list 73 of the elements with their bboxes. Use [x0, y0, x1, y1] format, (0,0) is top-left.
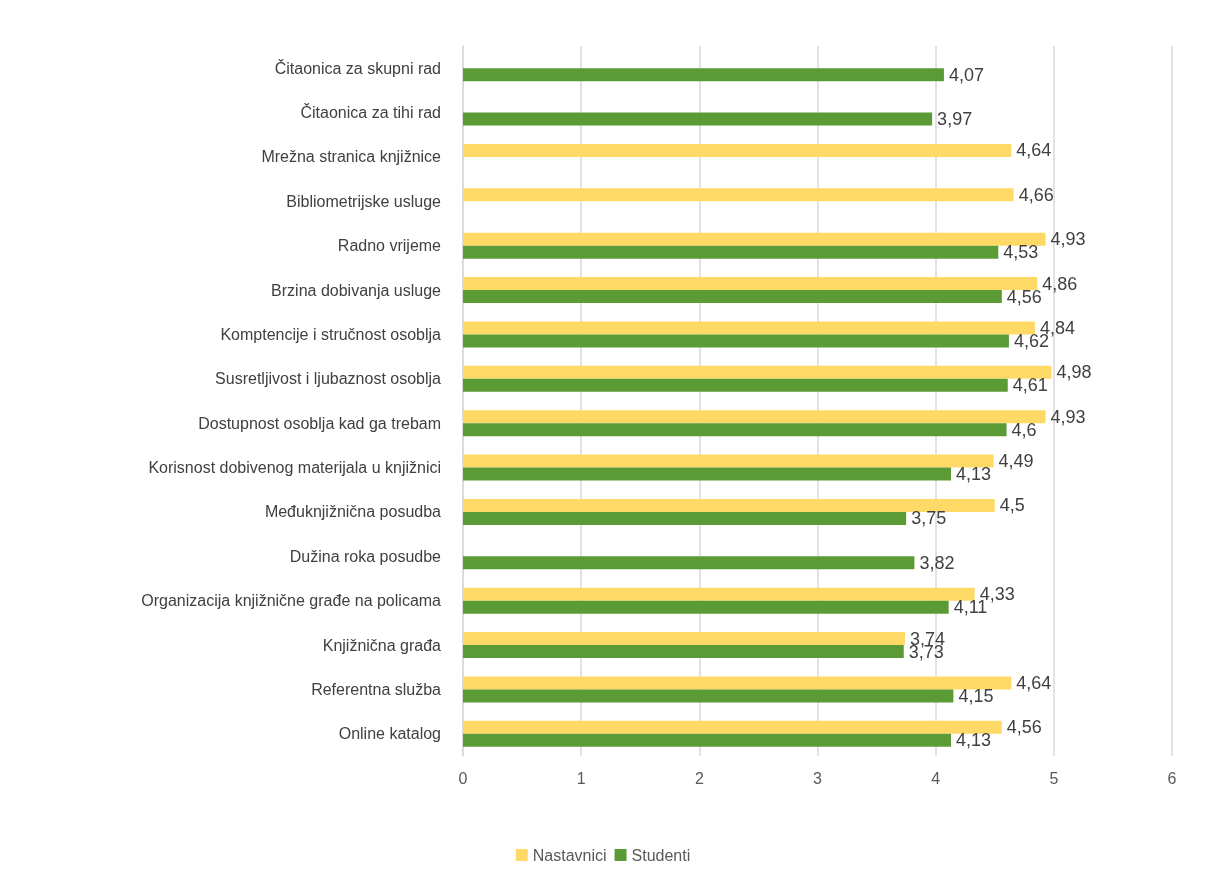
- data-label: 4,93: [1050, 229, 1086, 250]
- data-label: 4,6: [1011, 419, 1037, 440]
- data-label: 4,56: [1006, 286, 1042, 307]
- x-tick-label: 0: [458, 769, 468, 787]
- y-tick-label: Referentna služba: [311, 680, 442, 698]
- data-label: 4,13: [956, 730, 992, 751]
- bar: [463, 321, 1035, 335]
- bar: [463, 423, 1007, 437]
- data-label: 4,93: [1050, 406, 1086, 427]
- bar: [463, 112, 933, 126]
- bar: [463, 645, 904, 659]
- data-label: 3,75: [911, 508, 947, 529]
- bar: [463, 245, 999, 259]
- x-tick-label: 3: [813, 769, 823, 787]
- data-label: 4,13: [956, 464, 992, 485]
- bar: [463, 556, 915, 570]
- data-label: 4,07: [948, 64, 984, 85]
- data-label: 4,15: [958, 685, 994, 706]
- bar: [463, 143, 1012, 157]
- bar: [463, 720, 1002, 734]
- y-tick-label: Čitaonica za tihi rad: [300, 103, 441, 122]
- bar: [463, 733, 952, 747]
- y-tick-label: Dostupnost osoblja kad ga trebam: [198, 414, 441, 432]
- bar: [463, 600, 949, 614]
- bar: [463, 334, 1009, 348]
- data-label: 4,5: [999, 495, 1025, 516]
- x-tick-label: 1: [576, 769, 586, 787]
- data-label: 4,53: [1003, 242, 1039, 263]
- y-tick-label: Bibliometrijske usluge: [286, 192, 442, 210]
- bar: [463, 410, 1046, 424]
- legend-label: Nastavnici: [532, 846, 607, 864]
- bar: [463, 676, 1012, 690]
- x-tick-label: 6: [1167, 769, 1177, 787]
- y-tick-label: Korisnost dobivenog materijala u knjižnici: [148, 459, 441, 477]
- data-label: 4,86: [1042, 273, 1078, 294]
- data-label: 4,64: [1016, 140, 1052, 161]
- y-tick-label: Radno vrijeme: [337, 237, 442, 255]
- y-tick-label: Mrežna stranica knjižnice: [261, 148, 442, 166]
- bar: [463, 632, 905, 646]
- data-label: 4,49: [998, 451, 1034, 472]
- x-tick-label: 4: [931, 769, 941, 787]
- y-tick-label: Organizacija knjižnične građe na policama: [141, 592, 442, 610]
- y-tick-label: Knjižnična građa: [322, 636, 442, 654]
- y-tick-label: Dužina roka posudbe: [289, 547, 442, 565]
- data-label: 3,97: [937, 109, 973, 130]
- x-tick-label: 2: [694, 769, 704, 787]
- data-label: 4,61: [1012, 375, 1048, 396]
- bar: [463, 68, 944, 82]
- bar: [463, 498, 995, 512]
- y-tick-label: Međuknjižnična posudba: [264, 503, 442, 521]
- y-tick-label: Čitaonica za skupni rad: [274, 58, 441, 77]
- legend-label: Studenti: [631, 846, 691, 864]
- bar: [463, 290, 1002, 304]
- bar: [463, 689, 954, 703]
- bar: [463, 378, 1008, 392]
- bar: [463, 454, 994, 468]
- y-tick-label: Brzina dobivanja usluge: [271, 281, 442, 299]
- bar: [463, 587, 975, 601]
- y-tick-label: Online katalog: [338, 725, 441, 743]
- bar: [463, 511, 907, 525]
- bar: [463, 188, 1014, 202]
- data-label: 4,64: [1016, 672, 1052, 693]
- data-label: 4,66: [1018, 184, 1054, 205]
- data-label: 4,56: [1006, 717, 1042, 738]
- y-tick-label: Susretljivost i ljubaznost osoblja: [215, 370, 442, 388]
- data-label: 4,98: [1056, 362, 1092, 383]
- x-tick-label: 5: [1049, 769, 1059, 787]
- bar: [463, 365, 1052, 379]
- bar: [463, 467, 952, 481]
- data-label: 3,82: [919, 552, 955, 573]
- bar: [463, 277, 1038, 291]
- y-tick-label: Komptencije i stručnost osoblja: [220, 325, 442, 343]
- bar: [463, 232, 1046, 246]
